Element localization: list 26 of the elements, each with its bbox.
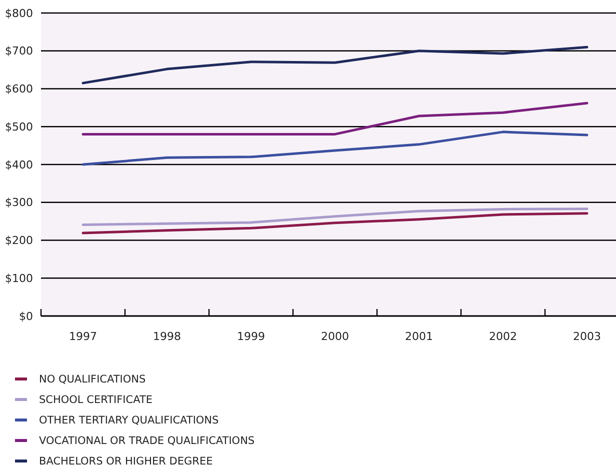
x-tick-label: 1997: [69, 330, 97, 343]
legend-label: OTHER TERTIARY QUALIFICATIONS: [39, 414, 220, 427]
legend-label: NO QUALIFICATIONS: [39, 374, 146, 386]
x-tick-label: 2000: [321, 330, 349, 343]
line-series: [82, 212, 588, 234]
y-tick-label: $500: [5, 120, 33, 134]
line-series: [82, 208, 588, 226]
line-series: [82, 102, 588, 136]
x-tick-label: 2002: [489, 330, 517, 343]
line-series: [82, 130, 588, 166]
legend-label: SCHOOL CERTIFICATE: [39, 394, 153, 406]
y-tick-label: $100: [5, 272, 33, 285]
y-tick-label: $200: [5, 234, 33, 248]
legend-label: BACHELORS OR HIGHER DEGREE: [39, 456, 213, 468]
x-tick-label: 1998: [153, 330, 181, 343]
y-tick-label: $400: [5, 158, 33, 172]
y-tick-label: $300: [5, 196, 33, 210]
legend-label: VOCATIONAL OR TRADE QUALIFICATIONS: [39, 435, 255, 448]
y-tick-label: $0: [19, 310, 33, 323]
y-tick-label: $700: [5, 44, 33, 58]
x-tick-label: 1999: [237, 330, 265, 343]
y-tick-label: $600: [5, 82, 33, 96]
y-tick-label: $800: [5, 6, 33, 20]
x-tick-label: 2003: [573, 330, 601, 343]
line-series: [82, 46, 588, 84]
x-tick-label: 2001: [405, 330, 433, 343]
